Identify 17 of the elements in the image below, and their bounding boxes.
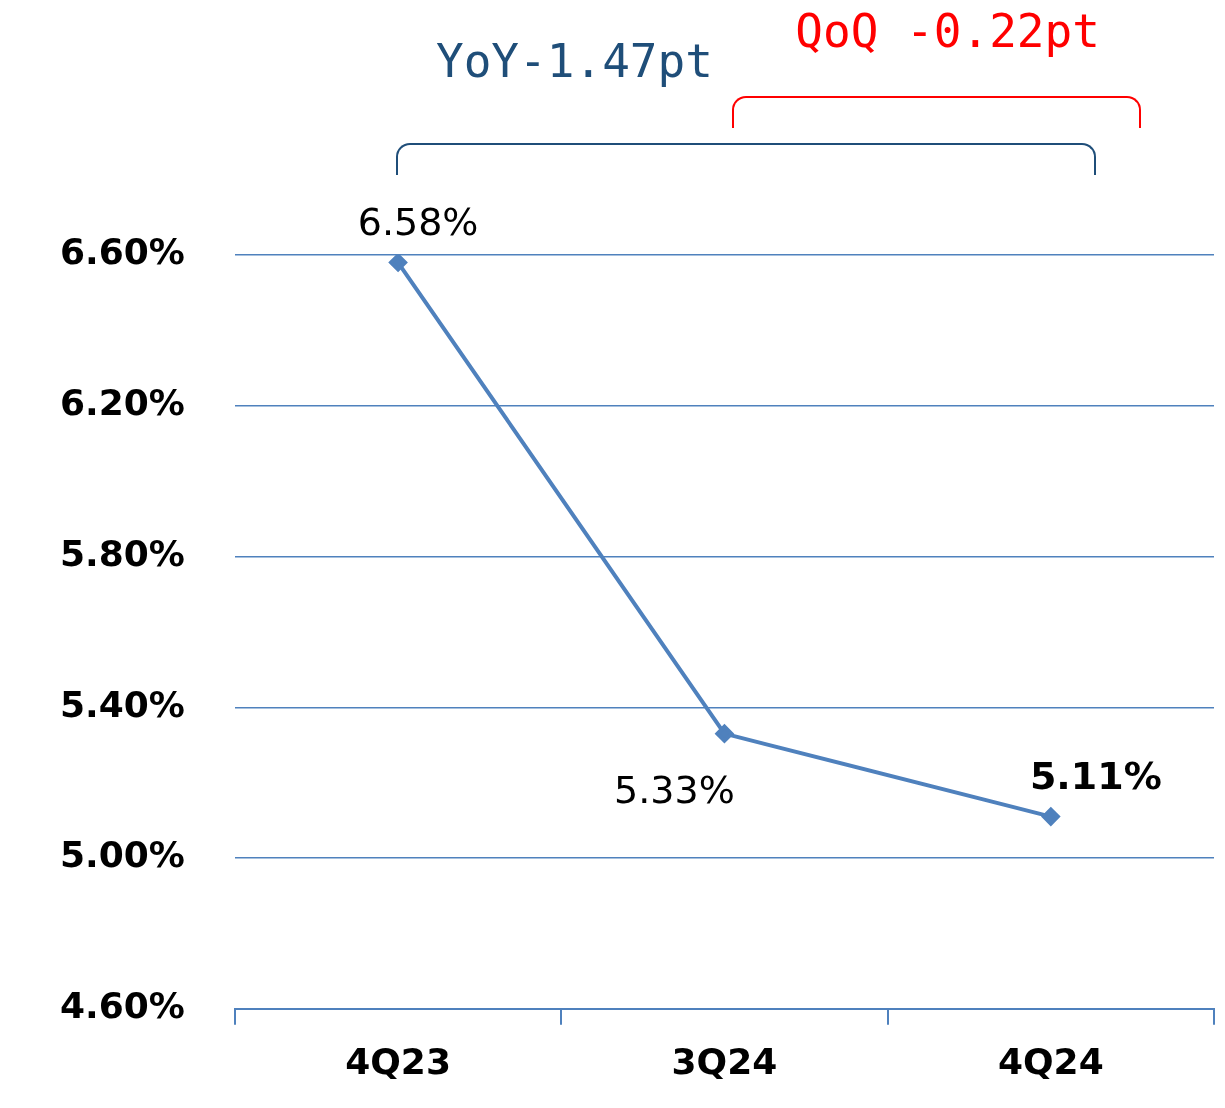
point [389, 255, 408, 272]
text: QoQ -0.22pt [795, 3, 1100, 58]
x-tick-label: 4Q24 [997, 1040, 1104, 1082]
y-tick-label: 4.60% [59, 985, 185, 1027]
data-label: 6.58% [357, 200, 479, 245]
x-tick-label: 3Q24 [671, 1040, 778, 1082]
y-tick-label: 6.20% [59, 382, 185, 424]
point [715, 724, 734, 743]
data-label: 5.11% [1029, 754, 1162, 799]
x-tick-label: 4Q23 [345, 1040, 451, 1082]
point [1041, 807, 1060, 826]
y-tick-label: 5.80% [59, 532, 185, 574]
text: YoY-1.47pt [435, 33, 713, 88]
data-label: 5.33% [614, 767, 735, 812]
y-tick-label: 6.60% [59, 231, 185, 273]
y-tick-label: 5.40% [59, 683, 185, 725]
y-tick-label: 5.00% [59, 834, 185, 876]
